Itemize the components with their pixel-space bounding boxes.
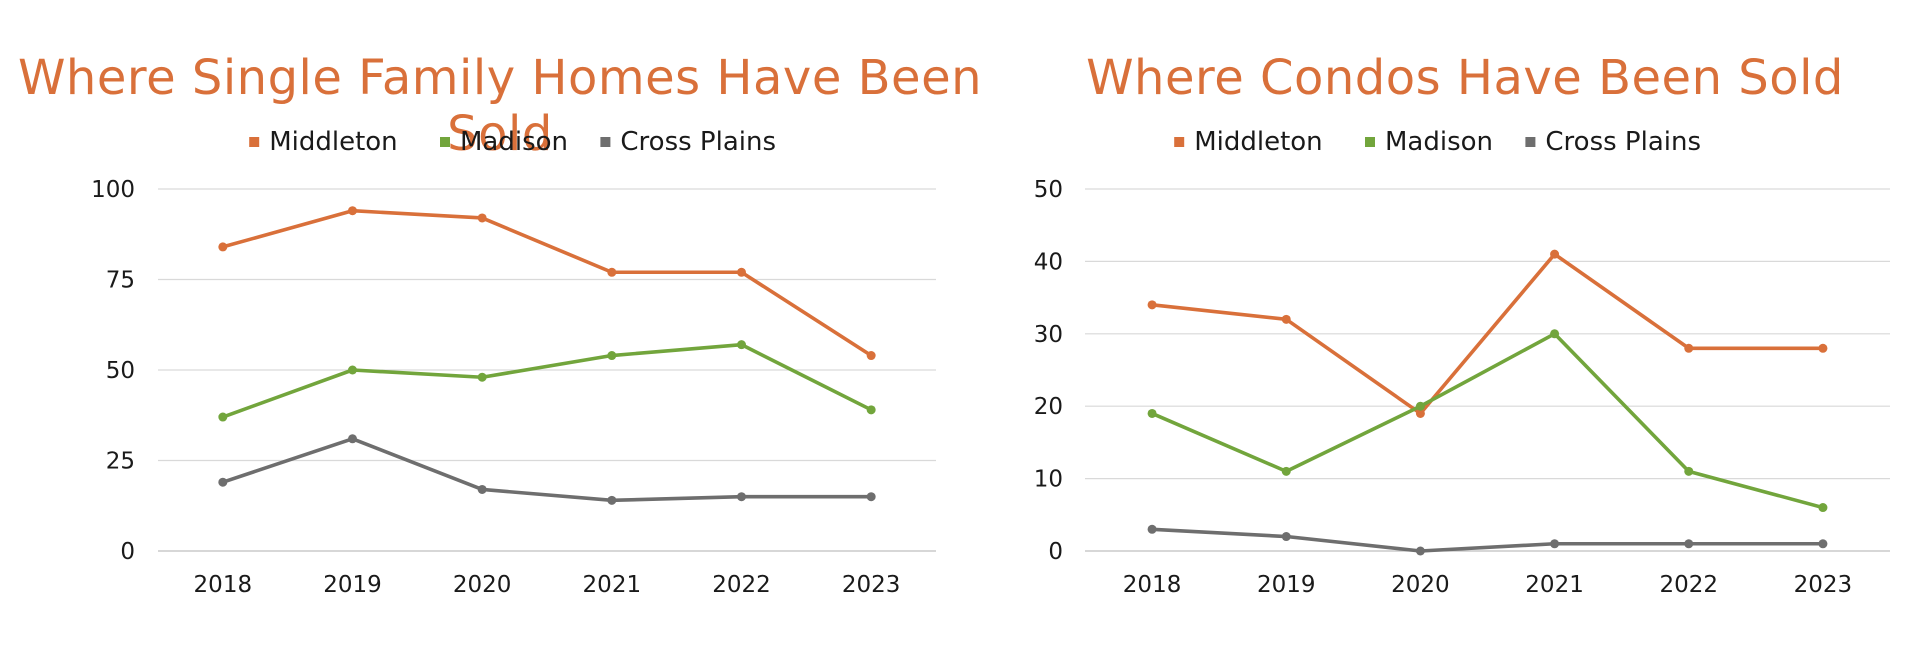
data-point (1550, 249, 1560, 259)
y-tick-label: 100 (91, 177, 135, 203)
y-tick-label: 25 (106, 449, 135, 475)
data-point (1684, 539, 1694, 549)
data-point (866, 351, 876, 361)
legend-label: Madison (1385, 127, 1493, 157)
legend-label: Cross Plains (620, 127, 776, 157)
data-point (607, 351, 617, 361)
data-point (218, 412, 228, 422)
chart-title: Where Single Family Homes Have Been Sold (17, 50, 983, 162)
data-point (737, 267, 746, 277)
data-point (1147, 524, 1157, 534)
x-tick-label: 2019 (323, 572, 382, 598)
data-point (1415, 401, 1425, 411)
x-tick-label: 2018 (1123, 572, 1182, 598)
data-point (607, 267, 617, 277)
data-point (737, 492, 746, 502)
data-point (1281, 532, 1291, 542)
x-tick-label: 2020 (1391, 572, 1450, 598)
data-point (477, 372, 487, 382)
data-point (1818, 539, 1828, 549)
x-tick-label: 2023 (1794, 572, 1853, 598)
data-point (1147, 300, 1157, 310)
legend-swatch (440, 137, 450, 147)
legend-label: Cross Plains (1545, 127, 1701, 157)
y-tick-label: 50 (1034, 177, 1063, 203)
series-line (1150, 527, 1825, 553)
data-point (866, 405, 876, 415)
x-tick-label: 2019 (1257, 572, 1316, 598)
chart-single-family: Where Single Family Homes Have Been Sold… (17, 50, 983, 598)
x-tick-label: 2020 (453, 572, 512, 598)
y-tick-label: 0 (120, 539, 135, 565)
legend-swatch (249, 137, 260, 147)
data-point (348, 434, 357, 444)
legend-swatch (1365, 137, 1375, 147)
legend-swatch (1174, 137, 1185, 147)
data-point (477, 484, 487, 494)
data-point (348, 365, 357, 375)
y-tick-label: 50 (106, 358, 135, 384)
legend-swatch (600, 137, 611, 147)
data-point (607, 495, 617, 505)
data-point (1281, 314, 1291, 324)
series-line (1150, 252, 1825, 416)
x-tick-label: 2021 (1525, 572, 1584, 598)
data-point (1550, 539, 1560, 549)
data-point (1684, 343, 1694, 353)
x-tick-label: 2018 (194, 572, 253, 598)
series-line (221, 342, 873, 419)
data-point (218, 477, 228, 487)
y-tick-label: 75 (106, 268, 135, 294)
data-point (1415, 546, 1425, 556)
series-line (1150, 331, 1825, 510)
y-tick-label: 30 (1034, 322, 1063, 348)
data-point (1818, 343, 1828, 353)
data-point (1550, 329, 1560, 339)
chart-condos: Where Condos Have Been Sold 0 10 20 30 40 50 2… (1010, 0, 1920, 660)
data-point (477, 213, 487, 223)
y-tick-label: 0 (1048, 539, 1063, 565)
chart-plot-single-family: 0 25 50 75 100 2018 2019 2020 2021 2022 2023 Middle… (91, 127, 936, 598)
data-point (218, 242, 228, 252)
legend-label: Middleton (1194, 127, 1322, 157)
x-tick-label: 2022 (1659, 572, 1718, 598)
data-point (737, 340, 746, 350)
data-point (348, 206, 357, 216)
data-point (1415, 408, 1425, 418)
data-point (1818, 503, 1828, 513)
y-tick-label: 10 (1034, 467, 1063, 493)
chart-title: Where Condos Have Been Sold (1086, 50, 1844, 106)
chart-plot-condos: 0 10 20 30 40 50 2018 2019 2020 2021 2022 2023 Middl… (1034, 127, 1890, 598)
series-line (221, 436, 873, 503)
legend-label: Middleton (269, 127, 397, 157)
x-tick-label: 2021 (583, 572, 642, 598)
x-tick-label: 2022 (712, 572, 771, 598)
data-point (1281, 466, 1291, 476)
y-tick-label: 20 (1034, 394, 1063, 420)
series-line (221, 208, 873, 358)
data-point (866, 492, 876, 502)
legend-label: Madison (460, 127, 568, 157)
legend-swatch (1525, 137, 1536, 147)
y-tick-label: 40 (1034, 249, 1063, 275)
data-point (1147, 408, 1157, 418)
data-point (1684, 466, 1694, 476)
x-tick-label: 2023 (842, 572, 901, 598)
